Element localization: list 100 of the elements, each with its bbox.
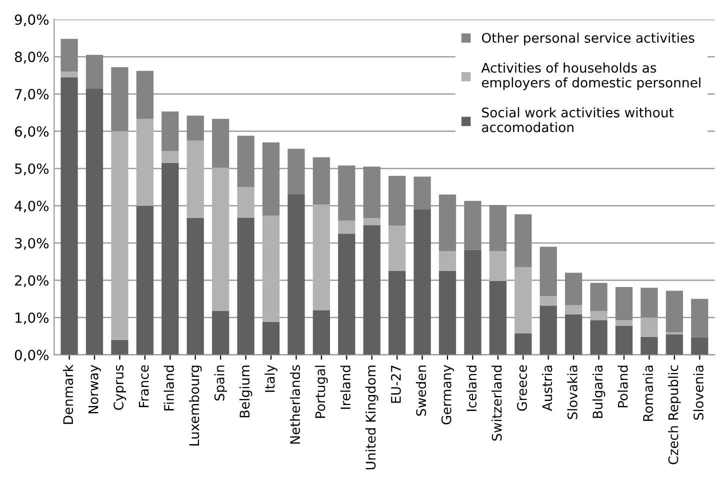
bar [489, 251, 507, 282]
x-tick-label: Portugal [315, 366, 328, 418]
y-tick-label: 2,0% [15, 275, 49, 288]
bar [615, 286, 633, 320]
bar [590, 282, 608, 312]
bar [212, 118, 230, 168]
bar [540, 306, 557, 355]
bar [60, 38, 78, 72]
bar [136, 118, 154, 206]
x-tick-label: Netherlands [290, 365, 300, 444]
x-tick-label: Germany [441, 364, 454, 424]
bar [111, 67, 128, 132]
legend-label: Social work activities without accomodation [482, 107, 674, 132]
bar [312, 157, 330, 205]
bar [540, 296, 557, 306]
bar [111, 340, 128, 355]
bar [363, 225, 380, 355]
bar [237, 187, 254, 218]
bar [136, 70, 154, 119]
bar [363, 166, 380, 218]
y-tick-label: 1,0% [16, 312, 49, 324]
x-tick-label: Poland [618, 366, 628, 408]
bar [186, 218, 204, 355]
x-tick-label: Greece [516, 365, 527, 411]
y-tick-label: 3,0% [15, 238, 49, 250]
x-tick-label: Austria [542, 366, 552, 412]
bar [136, 206, 154, 355]
bar [338, 166, 356, 221]
x-tick-label: Slovenia [693, 366, 704, 420]
bar [590, 320, 608, 355]
x-tick-label: Ireland [340, 366, 350, 409]
bar [691, 337, 708, 355]
bar [312, 310, 330, 355]
bar [162, 150, 179, 163]
bar [640, 288, 658, 318]
bar [565, 272, 582, 306]
bar [464, 250, 482, 355]
bar [489, 281, 507, 355]
x-tick-label: Czech Republic [668, 365, 681, 464]
bar [86, 54, 104, 88]
bar [514, 267, 532, 334]
x-tick-label: Finland [164, 366, 174, 410]
bar [312, 204, 330, 310]
x-tick-label: Denmark [62, 364, 74, 424]
bar [590, 311, 608, 320]
bar [60, 72, 78, 78]
bar [363, 218, 380, 226]
bar [262, 216, 280, 322]
bar [540, 246, 557, 296]
x-tick-label: Belgium [239, 366, 252, 418]
x-tick-label: Luxembourg [188, 366, 202, 446]
x-tick-label: Iceland [466, 366, 477, 411]
bar [691, 298, 708, 338]
y-tick-label: 7,0% [15, 88, 49, 101]
y-tick-label: 4,0% [14, 200, 49, 213]
x-tick-label: Sweden [416, 366, 426, 416]
bar [615, 320, 633, 326]
bar [414, 176, 431, 210]
x-tick-label: Cyprus [114, 365, 126, 410]
bar [288, 194, 305, 355]
bar [111, 131, 128, 340]
x-tick-label: Romania [642, 366, 654, 421]
x-tick-label: EU-27 [390, 366, 401, 403]
legend-label: Activities of households as employers of domestic personnel [481, 62, 700, 90]
x-tick-label: Spain [214, 366, 227, 400]
bar [186, 140, 204, 218]
bar [615, 326, 633, 355]
legend-label: Other personal service activities [482, 32, 694, 46]
bar [338, 220, 356, 234]
bar [489, 204, 507, 252]
bar [438, 251, 456, 271]
bar [640, 318, 658, 337]
bar [212, 310, 230, 355]
bar [237, 218, 254, 355]
bar [565, 305, 582, 315]
bar [262, 322, 280, 355]
bar [262, 142, 280, 216]
bar [86, 88, 104, 355]
bar [438, 194, 456, 252]
bar [388, 176, 406, 226]
bar [237, 136, 254, 188]
x-tick-label: Italy [264, 364, 278, 392]
bar [666, 290, 684, 332]
bar [162, 162, 179, 355]
bar [388, 270, 406, 355]
bar [60, 77, 78, 355]
y-tick-label: 5,0% [15, 163, 49, 176]
x-tick-label: Slovakia [567, 366, 578, 420]
x-tick-label: Norway [88, 364, 101, 414]
bar [640, 336, 658, 355]
y-tick-label: 0,0% [14, 350, 49, 362]
bar [388, 225, 406, 271]
bar [288, 148, 305, 195]
x-tick-label: Switzerland [492, 366, 502, 441]
x-tick-label: Bulgaria [592, 366, 606, 418]
bar [338, 234, 356, 355]
x-tick-label: United Kingdom [365, 366, 378, 470]
bar [514, 334, 532, 355]
bar [162, 111, 179, 151]
y-tick-label: 8,0% [14, 52, 49, 64]
